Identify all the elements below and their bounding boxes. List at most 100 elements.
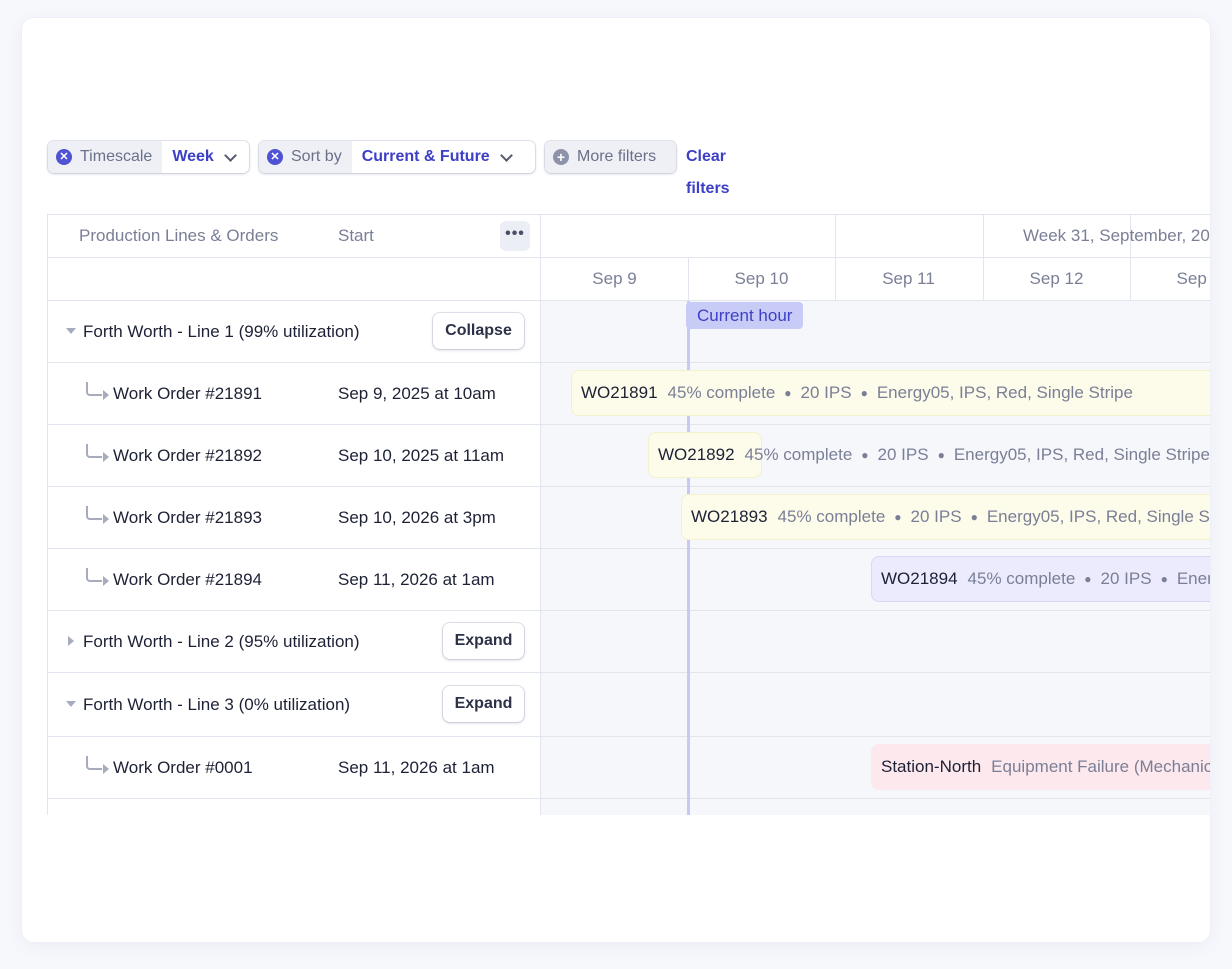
remove-timescale-icon[interactable]: ✕ bbox=[56, 149, 72, 165]
sub-item-arrow-icon bbox=[86, 756, 109, 774]
bar-attributes: Energy05, IPS, Red, Single Stripe bbox=[876, 383, 1133, 402]
remove-sort-icon[interactable]: ✕ bbox=[267, 149, 283, 165]
clear-filters-link[interactable]: Clear filters bbox=[686, 148, 730, 197]
orders-header: Production Lines & Orders Start ••• bbox=[48, 215, 540, 258]
col-name-header: Production Lines & Orders bbox=[79, 226, 279, 245]
bar-speed: 20 IPS bbox=[877, 445, 929, 464]
bar-progress: 45% complete bbox=[667, 383, 776, 402]
work-order-name: Work Order #21892 bbox=[113, 446, 262, 465]
timeline-row bbox=[541, 799, 1210, 815]
separator-dot-icon: ● bbox=[937, 448, 945, 462]
week-label: Week 31, September, 2025 bbox=[1023, 226, 1210, 245]
work-order-start: Sep 9, 2025 at 10am bbox=[338, 384, 496, 403]
sub-item-arrow-icon bbox=[86, 444, 109, 462]
bar-id: WO21891 bbox=[581, 383, 658, 402]
current-hour-tag: Current hour bbox=[686, 302, 804, 329]
bar-attributes: Energy05, IPS, Red, Single Stripe bbox=[953, 445, 1210, 464]
incident-bar[interactable]: Station-North Equipment Failure (Mechani… bbox=[871, 744, 1210, 790]
bar-id: Station-North bbox=[881, 757, 982, 776]
bar-id: WO21892 bbox=[658, 445, 735, 464]
bar-description: Equipment Failure (Mechanical) bbox=[991, 757, 1210, 776]
day-label: Sep 10 bbox=[734, 269, 789, 288]
work-order-bar[interactable]: WO21891 45% complete ● 20 IPS ● Energy05… bbox=[571, 370, 1210, 416]
work-order-name: Work Order #21891 bbox=[113, 384, 262, 403]
timeline-pane: Week 31, September, 2025 Sep 9 Sep 10 Se… bbox=[541, 215, 1210, 815]
more-options-icon[interactable]: ••• bbox=[500, 221, 530, 251]
bar-speed: 20 IPS bbox=[1100, 569, 1152, 588]
timeline-row bbox=[541, 673, 1210, 737]
timescale-filter[interactable]: ✕ Timescale Week bbox=[48, 141, 249, 173]
bar-speed: 20 IPS bbox=[910, 507, 962, 526]
chevron-down-icon bbox=[223, 148, 237, 162]
separator-dot-icon: ● bbox=[1160, 572, 1168, 586]
expand-button[interactable]: Expand bbox=[443, 623, 524, 659]
caret-down-icon[interactable] bbox=[66, 328, 76, 334]
work-order-bar[interactable]: WO21894 45% complete ● 20 IPS ● Energy05… bbox=[871, 556, 1210, 602]
bar-id: WO21894 bbox=[881, 569, 958, 588]
separator-dot-icon: ● bbox=[861, 448, 869, 462]
bar-speed: 20 IPS bbox=[800, 383, 852, 402]
sort-value: Current & Future bbox=[361, 148, 490, 165]
day-label: Sep 11 bbox=[882, 269, 935, 288]
caret-right-icon[interactable] bbox=[68, 636, 74, 646]
schedule-table: Production Lines & Orders Start ••• Fort… bbox=[47, 214, 1210, 815]
work-order-start: Sep 11, 2026 at 1am bbox=[338, 570, 495, 589]
divider bbox=[688, 258, 689, 300]
bar-progress: 45% complete bbox=[744, 445, 853, 464]
bar-progress: 45% complete bbox=[777, 507, 886, 526]
group-name: Forth Worth - Line 1 (99% utilization) bbox=[83, 322, 360, 341]
timeline-week-header: Week 31, September, 2025 bbox=[541, 215, 1210, 258]
work-order-row[interactable]: Work Order #21894 Sep 11, 2026 at 1am bbox=[48, 549, 540, 611]
group-row-line-3[interactable]: Forth Worth - Line 3 (0% utilization) Ex… bbox=[48, 673, 540, 737]
divider bbox=[835, 258, 836, 300]
group-row-line-2[interactable]: Forth Worth - Line 2 (95% utilization) E… bbox=[48, 611, 540, 673]
work-order-bar[interactable]: WO21892 45% complete ● 20 IPS ● Energy05… bbox=[648, 432, 1210, 478]
work-order-row[interactable]: Work Order #21893 Sep 10, 2026 at 3pm bbox=[48, 487, 540, 549]
divider bbox=[983, 215, 984, 257]
chevron-down-icon bbox=[499, 148, 513, 162]
work-order-start: Sep 11, 2026 at 1am bbox=[338, 758, 495, 777]
work-order-start: Sep 10, 2025 at 11am bbox=[338, 446, 505, 465]
work-order-bar[interactable]: WO21893 45% complete ● 20 IPS ● Energy05… bbox=[681, 494, 1210, 540]
sort-dropdown[interactable]: Current & Future bbox=[352, 141, 521, 173]
work-order-row[interactable]: Work Order #0001 Sep 11, 2026 at 1am bbox=[48, 737, 540, 799]
sort-filter[interactable]: ✕ Sort by Current & Future bbox=[259, 141, 535, 173]
work-order-start: Sep 10, 2026 at 3pm bbox=[338, 508, 496, 527]
more-filters-label: More filters bbox=[577, 148, 657, 165]
work-order-row[interactable]: Work Order #21891 Sep 9, 2025 at 10am bbox=[48, 363, 540, 425]
separator-dot-icon: ● bbox=[784, 386, 792, 400]
more-filters-section[interactable]: + More filters bbox=[545, 141, 676, 173]
separator-dot-icon: ● bbox=[860, 386, 868, 400]
timeline-row bbox=[541, 301, 1210, 363]
bar-id: WO21893 bbox=[691, 507, 768, 526]
scheduler-card: ✕ Timescale Week ✕ Sort by Current & Fut… bbox=[22, 18, 1210, 942]
collapse-button[interactable]: Collapse bbox=[433, 313, 524, 349]
bar-attributes: Energy05, IPS, Red, Single Stripe bbox=[1176, 569, 1210, 588]
separator-dot-icon: ● bbox=[1084, 572, 1092, 586]
timeline-day-header: Sep 9 Sep 10 Sep 11 Sep 12 Sep 13 bbox=[541, 258, 1210, 301]
divider bbox=[983, 258, 984, 300]
more-filters-button[interactable]: + More filters bbox=[545, 141, 676, 173]
sub-item-arrow-icon bbox=[86, 568, 109, 586]
group-name: Forth Worth - Line 2 (95% utilization) bbox=[83, 632, 360, 651]
divider bbox=[1130, 215, 1131, 257]
divider bbox=[1130, 258, 1131, 300]
separator-dot-icon: ● bbox=[894, 510, 902, 524]
day-label: Sep 12 bbox=[1029, 269, 1084, 288]
sort-label-section[interactable]: ✕ Sort by bbox=[259, 141, 352, 173]
day-label: Sep 9 bbox=[592, 269, 637, 288]
timescale-label-section[interactable]: ✕ Timescale bbox=[48, 141, 163, 173]
group-row-line-1[interactable]: Forth Worth - Line 1 (99% utilization) C… bbox=[48, 301, 540, 363]
sub-item-arrow-icon bbox=[86, 382, 109, 400]
work-order-row[interactable]: Work Order #21892 Sep 10, 2025 at 11am bbox=[48, 425, 540, 487]
caret-down-icon[interactable] bbox=[66, 701, 76, 707]
timescale-dropdown[interactable]: Week bbox=[162, 141, 245, 173]
expand-button[interactable]: Expand bbox=[443, 686, 524, 722]
day-label: Sep 13 bbox=[1176, 269, 1210, 288]
plus-icon: + bbox=[553, 149, 569, 165]
timeline-row bbox=[541, 611, 1210, 673]
separator-dot-icon: ● bbox=[970, 510, 978, 524]
bar-progress: 45% complete bbox=[967, 569, 1076, 588]
work-order-name: Work Order #0001 bbox=[113, 758, 253, 777]
divider bbox=[835, 215, 836, 257]
